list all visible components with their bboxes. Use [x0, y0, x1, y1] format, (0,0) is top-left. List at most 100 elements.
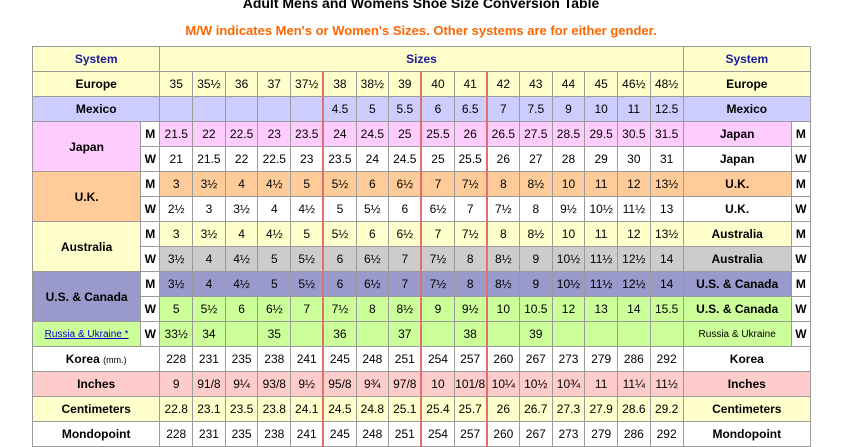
- size-cell: 28.5: [551, 121, 586, 147]
- size-cell: 24: [355, 146, 390, 172]
- size-cell: 25.4: [420, 396, 455, 422]
- size-cell: 5.5: [388, 96, 422, 122]
- row-russia-and-ukraine-w: Russia & Ukraine * W 33½ 34 35 36 37 38 39 Russia…: [31, 321, 812, 347]
- size-cell: 5½: [322, 171, 357, 197]
- size-cell: 4½: [224, 246, 259, 272]
- size-cell: [290, 321, 324, 347]
- size-cell: 14: [649, 271, 684, 297]
- system-label-left: Korea (mm.): [31, 346, 161, 372]
- size-cell: 8: [485, 221, 520, 247]
- size-cell: 13: [584, 296, 618, 322]
- size-cell: 15.5: [649, 296, 684, 322]
- size-cell: 4: [192, 271, 226, 297]
- size-cell: 8½: [388, 296, 422, 322]
- size-cell: 101/8: [453, 371, 488, 397]
- size-cell: 11: [617, 96, 651, 122]
- size-cell: 6.5: [453, 96, 488, 122]
- size-cell: 12.5: [649, 96, 684, 122]
- system-label-left: Europe: [31, 71, 161, 97]
- system-label-right: Japan: [682, 121, 792, 147]
- sizes-header: Sizes: [159, 46, 684, 72]
- system-label-right: U.K.: [682, 171, 792, 197]
- russia-ukraine-link[interactable]: Russia & Ukraine *: [31, 321, 142, 347]
- size-cell: 235: [224, 421, 259, 447]
- size-cell: 4: [257, 196, 292, 222]
- size-cell: 11¼: [617, 371, 651, 397]
- size-cell: 238: [257, 346, 292, 372]
- size-cell: 35: [257, 321, 292, 347]
- system-label-left: U.K.: [31, 171, 142, 222]
- size-cell: 24.5: [355, 121, 390, 147]
- size-cell: 22: [192, 121, 226, 147]
- size-cell: 286: [617, 421, 651, 447]
- size-cell: 3: [159, 171, 194, 197]
- gender-label: W: [140, 196, 161, 222]
- size-cell: 31.5: [649, 121, 684, 147]
- size-cell: 251: [388, 346, 422, 372]
- size-cell: 23: [257, 121, 292, 147]
- size-cell: 42: [485, 71, 520, 97]
- size-cell: 12: [617, 171, 651, 197]
- size-cell: 30: [617, 146, 651, 172]
- size-cell: 260: [485, 346, 520, 372]
- size-cell: 5: [257, 271, 292, 297]
- size-cell: 257: [453, 421, 488, 447]
- size-cell: 11½: [584, 246, 618, 272]
- size-cell: 245: [322, 346, 357, 372]
- size-cell: 22.5: [224, 121, 259, 147]
- system-label-right: Mondopoint: [682, 421, 812, 447]
- size-cell: 28.6: [617, 396, 651, 422]
- size-cell: 10.5: [518, 296, 553, 322]
- size-cell: 9: [551, 96, 586, 122]
- size-cell: 39: [388, 71, 422, 97]
- row-australia-m: Australia M 3 3½ 4 4½ 5 5½ 6 6½ 7 7½ 8 8½ 10 11 12 13½ Aus…: [31, 221, 812, 272]
- row-u-s-and-canada-w: W 5 5½ 6 6½ 7 7½ 8 8½ 9 9½ 10 10.5 12 13 14 15.5 U.S. & C…: [33, 296, 812, 322]
- size-cell: 93/8: [257, 371, 292, 397]
- size-cell: 248: [355, 346, 390, 372]
- size-cell: 26.7: [518, 396, 553, 422]
- size-cell: 46½: [617, 71, 651, 97]
- size-cell: 24.5: [388, 146, 422, 172]
- gender-label: M: [790, 221, 812, 247]
- size-cell: 8: [485, 171, 520, 197]
- size-cell: 31: [649, 146, 684, 172]
- row-mexico: Mexico 4.5 5 5.5 6 6.5 7 7.5 9 10 11 12.5 Mexico: [31, 96, 812, 122]
- size-cell: 10½: [551, 246, 586, 272]
- size-cell: 5: [355, 96, 390, 122]
- size-cell: 8: [355, 296, 390, 322]
- system-label-right: Mexico: [682, 96, 812, 122]
- size-cell: 11: [584, 221, 618, 247]
- system-label-right: U.S. & Canada: [682, 296, 792, 322]
- size-cell: 39: [518, 321, 553, 347]
- size-cell: 11: [584, 371, 618, 397]
- page-subtitle: M/W indicates Men's or Women's Sizes. Ot…: [185, 23, 657, 38]
- size-cell: 29.5: [584, 121, 618, 147]
- size-cell: 7: [290, 296, 324, 322]
- size-cell: 4: [224, 221, 259, 247]
- system-label-right: Centimeters: [682, 396, 812, 422]
- size-cell: 23.5: [322, 146, 357, 172]
- size-cell: 4: [192, 246, 226, 272]
- size-cell: 8: [453, 246, 488, 272]
- size-cell: 21: [159, 146, 194, 172]
- size-cell: 37: [257, 71, 292, 97]
- size-cell: 11½: [617, 196, 651, 222]
- size-cell: 25: [420, 146, 455, 172]
- size-cell: 7½: [322, 296, 357, 322]
- system-label-right: Australia: [682, 246, 792, 272]
- size-cell: 11½: [649, 371, 684, 397]
- size-cell: 48½: [649, 71, 684, 97]
- size-cell: 10¼: [485, 371, 520, 397]
- size-cell: 10½: [551, 271, 586, 297]
- size-cell: 38: [322, 71, 357, 97]
- size-cell: 22.5: [257, 146, 292, 172]
- size-cell: 235: [224, 346, 259, 372]
- size-cell: 21.5: [192, 146, 226, 172]
- size-cell: 248: [355, 421, 390, 447]
- size-cell: 38½: [355, 71, 390, 97]
- size-cell: 5½: [290, 271, 324, 297]
- header-row: System Sizes System: [31, 46, 812, 72]
- size-cell: 7½: [420, 271, 455, 297]
- size-cell: 7: [420, 171, 455, 197]
- size-cell: 273: [551, 421, 586, 447]
